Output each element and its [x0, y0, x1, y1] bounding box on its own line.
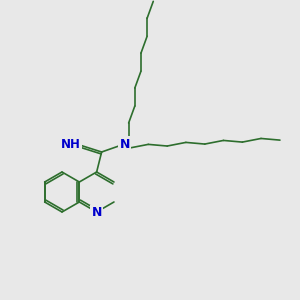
Text: NH: NH: [61, 137, 81, 151]
Text: N: N: [119, 137, 130, 151]
Text: N: N: [92, 206, 102, 220]
